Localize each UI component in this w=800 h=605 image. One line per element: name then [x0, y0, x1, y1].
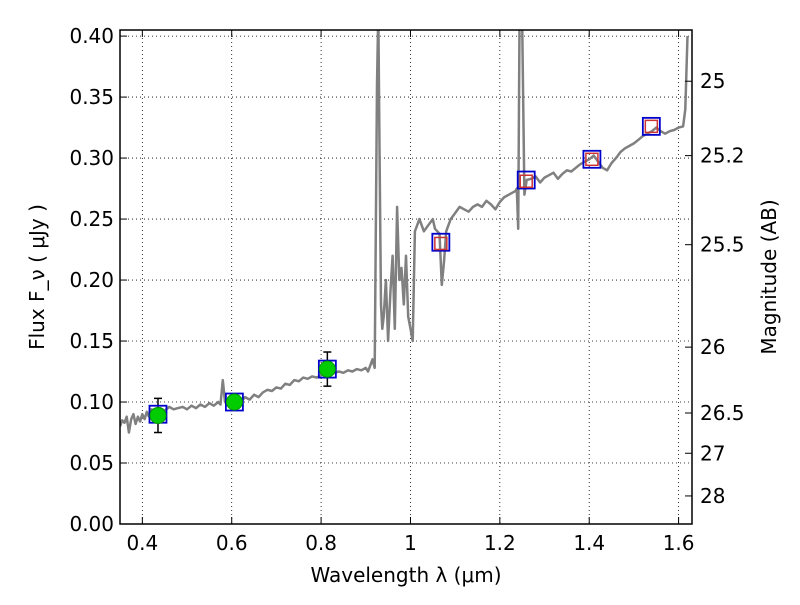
blue-square-marker [582, 149, 602, 169]
y2-tick-label: 25.5 [700, 233, 745, 257]
spectrum-line [120, 30, 689, 434]
x-tick-label: 0.8 [305, 531, 337, 555]
y-tick-label: 0.20 [69, 268, 114, 292]
x-tick-label: 1 [404, 531, 417, 555]
y-tick-label: 0.40 [69, 24, 114, 48]
red-square-marker [585, 152, 599, 167]
x-tick-label: 1.4 [573, 531, 605, 555]
y-tick-label: 0.25 [69, 207, 114, 231]
y-tick-label: 0.35 [69, 85, 114, 109]
blue-square-marker [641, 116, 661, 136]
blue-square-marker [431, 232, 451, 252]
x-tick-label: 1.2 [484, 531, 516, 555]
green-point [225, 393, 243, 411]
y2-axis-title: Magnitude (AB) [757, 199, 781, 354]
red-square-marker [644, 119, 659, 134]
y2-tick-label: 25 [700, 69, 725, 93]
y2-tick-label: 27 [700, 441, 725, 465]
x-axis-title: Wavelength λ (μm) [310, 563, 501, 587]
y2-tick-label: 25.2 [700, 144, 745, 168]
y-tick-label: 0.30 [69, 146, 114, 170]
y-tick-label: 0.00 [69, 512, 114, 536]
y-tick-label: 0.15 [69, 329, 114, 353]
green-point [149, 406, 167, 424]
red-square-marker [519, 174, 533, 188]
ticks: 0.4 0.6 0.8 1 1.2 1.4 1.6 0.00 0.05 0.10 0.15 0.20 0… [69, 24, 744, 555]
y-tick-label: 0.05 [69, 451, 114, 475]
y-tick-label: 0.10 [69, 390, 114, 414]
plot-frame [119, 29, 693, 525]
green-point [318, 360, 336, 378]
x-tick-label: 0.6 [216, 531, 248, 555]
x-tick-label: 1.6 [663, 531, 695, 555]
red-square-marker [434, 236, 448, 251]
y2-tick-label: 26 [700, 335, 725, 359]
data-layer [120, 30, 689, 434]
blue-square-marker [516, 170, 536, 190]
x-tick-label: 0.4 [126, 531, 158, 555]
y-axis-title: Flux F_ν ( μJy ) [25, 204, 49, 350]
y2-tick-label: 28 [700, 484, 725, 508]
y2-tick-label: 26.5 [700, 401, 745, 425]
